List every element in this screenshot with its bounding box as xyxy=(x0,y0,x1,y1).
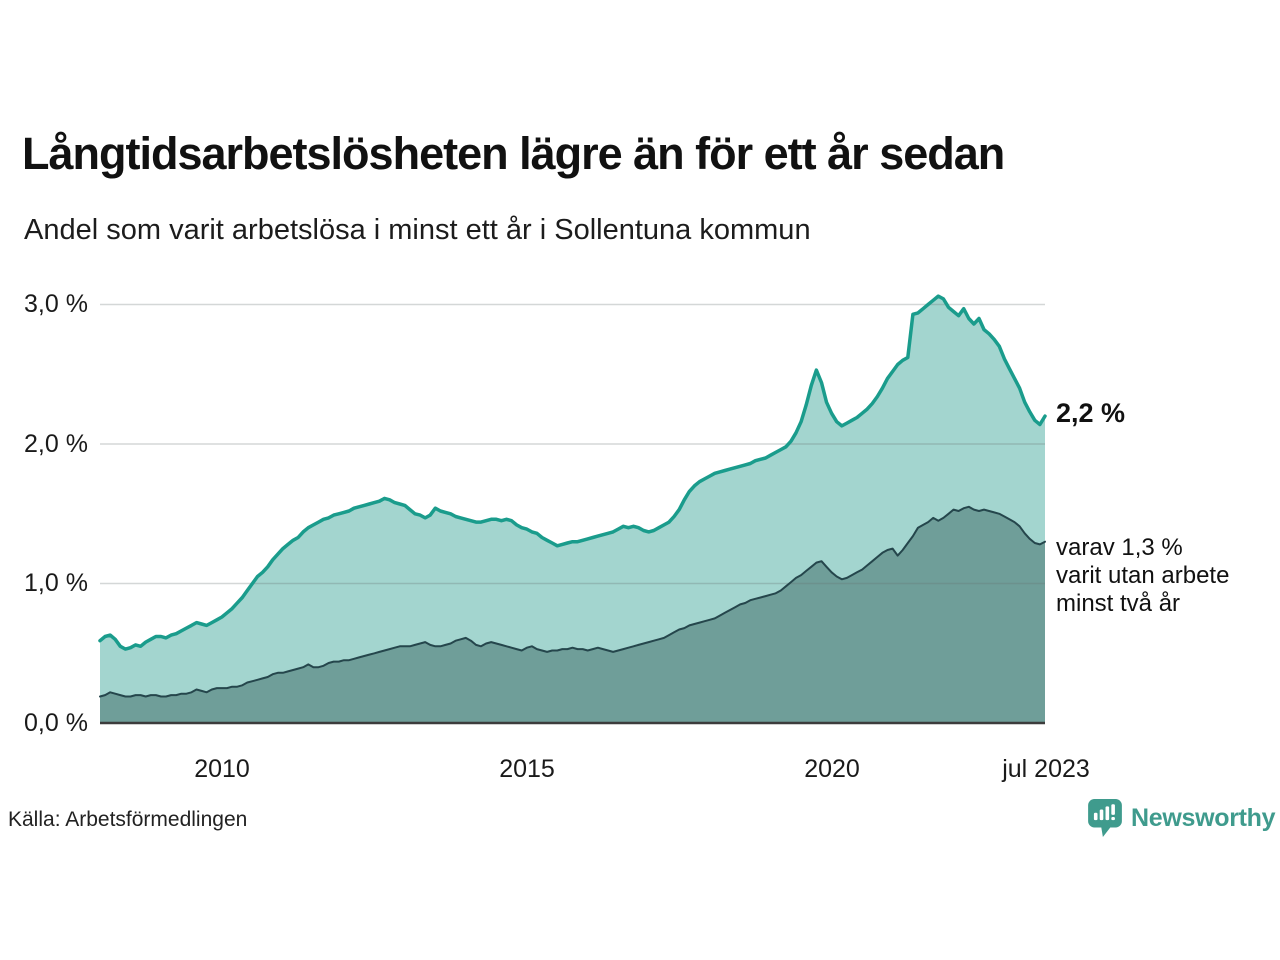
newsworthy-bar-chart-pin-icon xyxy=(1088,799,1122,837)
y-axis-tick-label: 3,0 % xyxy=(24,290,88,318)
secondary-label-line: varit utan arbete xyxy=(1056,562,1230,589)
gridlines xyxy=(100,303,1045,585)
page-title: Långtidsarbetslösheten lägre än för ett … xyxy=(22,128,1005,179)
x-axis-tick-label: 2020 xyxy=(804,755,860,783)
total-end-value-label: 2,2 % xyxy=(1056,398,1126,428)
secondary-line xyxy=(99,505,1046,698)
y-axis-tick-label: 2,0 % xyxy=(24,430,88,458)
total-line xyxy=(98,294,1047,651)
source-attribution: Källa: Arbetsförmedlingen xyxy=(8,808,248,831)
chart-subtitle: Andel som varit arbetslösa i minst ett å… xyxy=(24,214,811,246)
brand-name: Newsworthy xyxy=(1131,803,1276,832)
x-axis-tick-label: 2015 xyxy=(499,755,555,783)
x-axis-tick-label: 2010 xyxy=(194,755,250,783)
newsworthy-branding: Newsworthy xyxy=(1088,799,1276,837)
secondary-label-line: minst två år xyxy=(1056,590,1181,617)
secondary-area-fill xyxy=(100,506,1045,723)
y-axis-tick-label: 1,0 % xyxy=(24,569,88,597)
x-axis-tick-label: jul 2023 xyxy=(1002,755,1090,783)
secondary-end-value-label: varav 1,3 % varit utan arbete minst två … xyxy=(1056,534,1229,618)
y-axis-tick-label: 0,0 % xyxy=(24,709,88,737)
secondary-label-line: varav 1,3 % xyxy=(1056,534,1183,561)
